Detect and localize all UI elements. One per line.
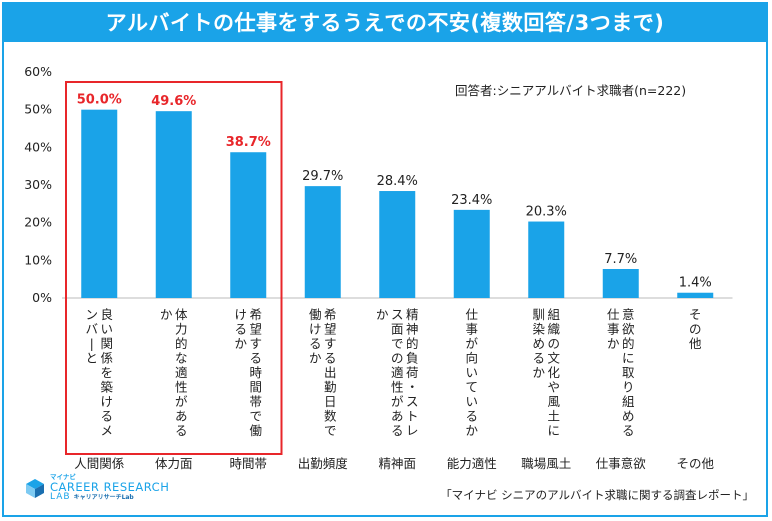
y-tick-label: 40% (24, 139, 52, 154)
category-description: 良い関係を築けるメ (100, 307, 113, 438)
y-tick-label: 50% (24, 102, 52, 117)
category-label: 時間帯 (229, 456, 267, 471)
data-label: 38.7% (226, 135, 271, 150)
category-description: 働けるか (309, 307, 322, 366)
category-label: 仕事意欲 (596, 456, 646, 471)
source-note: 「マイナビ シニアのアルバイト求職に関する調査レポート」 (440, 488, 754, 502)
bar (453, 209, 490, 298)
bar (304, 186, 341, 298)
data-label: 20.3% (526, 205, 567, 220)
category-description: その他 (689, 307, 702, 351)
bar (602, 268, 639, 298)
category-label: 体力面 (155, 456, 193, 471)
y-tick-label: 0% (32, 290, 52, 305)
category-description: 仕事が向いているか (465, 307, 478, 438)
logo-line2: LAB (50, 491, 71, 502)
data-label: 29.7% (302, 169, 343, 184)
cube-logo-icon (26, 479, 44, 499)
y-tick-label: 20% (24, 215, 52, 230)
highlight-box (65, 81, 283, 455)
y-tick-label: 60% (24, 64, 52, 79)
category-label: その他 (676, 456, 714, 471)
category-description: ンバ|と (85, 307, 98, 366)
category-description: 仕事か (607, 307, 620, 351)
category-label: 人間関係 (74, 456, 124, 471)
bar (379, 191, 416, 298)
data-label: 7.7% (604, 252, 637, 267)
category-description: 意欲的に取り組める (622, 307, 635, 438)
data-label: 49.6% (151, 94, 196, 109)
data-label: 50.0% (77, 93, 122, 108)
chart-title: アルバイトの仕事をするうえでの不安(複数回答/3つまで) (2, 2, 768, 42)
bar (677, 292, 714, 298)
category-label: 職場風土 (521, 456, 571, 471)
category-description: 希望する時間帯で働 (249, 307, 262, 438)
data-label: 28.4% (377, 174, 418, 189)
category-description: 体力的な適性がある (175, 307, 188, 438)
y-tick-label: 10% (24, 252, 52, 267)
bar (155, 111, 192, 298)
logo-line2-sub: キャリアリサーチLab (73, 493, 134, 501)
category-label: 能力適性 (447, 456, 497, 471)
category-description: けるか (234, 307, 247, 351)
data-label: 23.4% (451, 193, 492, 208)
y-tick-label: 30% (24, 177, 52, 192)
logo-brand-small: マイナビ (50, 473, 76, 481)
category-description: 精神的負荷・ストレ (406, 307, 419, 438)
category-label: 精神面 (378, 456, 416, 471)
bar (528, 221, 565, 298)
category-description: 希望する出勤日数で (324, 307, 337, 438)
respondent-note: 回答者:シニアアルバイト求職者(n=222) (455, 83, 687, 98)
category-description: ス面での適性がある (391, 307, 404, 438)
bar (230, 152, 267, 298)
bar (81, 109, 118, 299)
category-description: 組織の文化や風土に (547, 307, 560, 438)
category-label: 出勤頻度 (298, 456, 349, 471)
logo-line1: CAREER RESEARCH (50, 479, 170, 494)
category-description: か (160, 307, 173, 322)
data-label: 1.4% (679, 276, 712, 291)
category-description: か (376, 307, 389, 322)
category-description: 馴染めるか (532, 307, 545, 380)
career-research-lab-logo: マイナビ CAREER RESEARCH LAB キャリアリサーチLab (24, 474, 169, 502)
